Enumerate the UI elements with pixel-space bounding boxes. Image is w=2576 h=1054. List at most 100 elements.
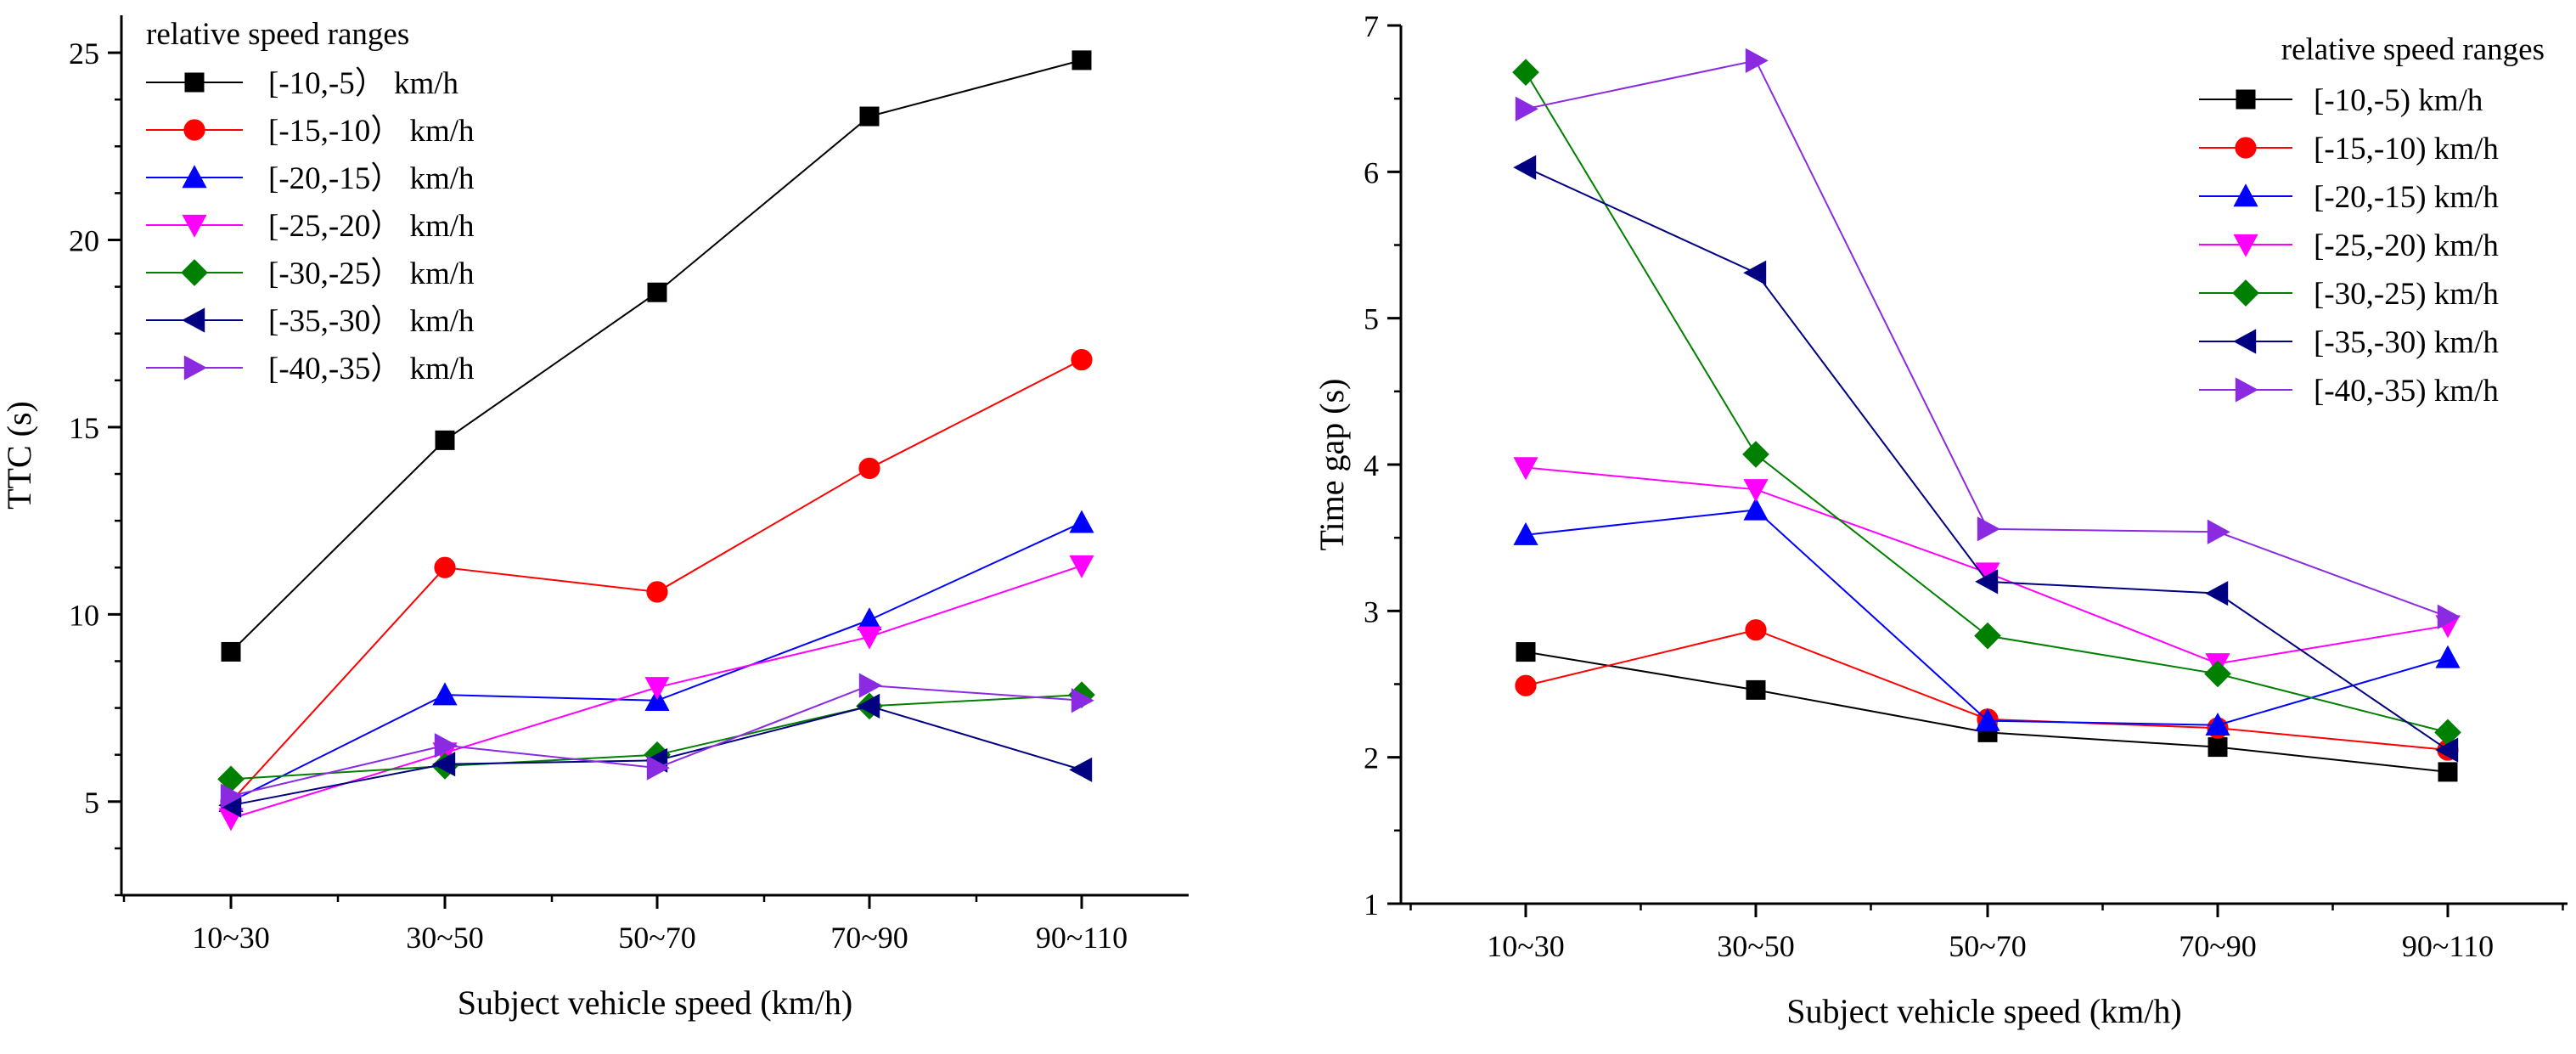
x-tick-label: 10~30 [1487, 929, 1564, 963]
data-point [858, 673, 882, 698]
data-point [1974, 622, 2001, 650]
data-point [857, 693, 880, 719]
legend-entry: [-10,-5） km/h [146, 66, 459, 101]
series-1 [1516, 642, 2458, 782]
data-point [2437, 604, 2461, 629]
data-point [221, 641, 241, 662]
x-tick-label: 30~50 [1717, 929, 1794, 963]
data-point [2207, 519, 2230, 544]
data-point [1975, 707, 2000, 731]
ttc-chart: 5 10 15 20 25 10~30 30~50 50~70 70~90 90~110 Subje… [0, 15, 1189, 1022]
legend: relative speed ranges [-10,-5） km/h [-15,-… [146, 17, 475, 386]
data-point [1069, 757, 1093, 782]
x-tick-label: 50~70 [1949, 929, 2026, 963]
data-point [1515, 96, 1538, 121]
x-tick-label: 50~70 [618, 921, 695, 955]
x-tick-label: 90~110 [1036, 921, 1128, 955]
legend-entry: [-10,-5) km/h [2199, 83, 2483, 118]
legend-label: [-10,-5） km/h [268, 66, 459, 101]
data-point [2204, 660, 2231, 688]
data-point [646, 755, 670, 781]
y-axis-title: Time gap (s) [1313, 379, 1351, 551]
data-point [2208, 737, 2228, 758]
legend-marker [2232, 279, 2259, 307]
legend-marker [182, 214, 207, 238]
data-point [1975, 569, 1999, 595]
legend-entry: [-15,-10) km/h [2199, 132, 2499, 166]
legend-marker [2235, 377, 2258, 403]
x-axis-title: Subject vehicle speed (km/h) [458, 984, 852, 1022]
data-point [432, 752, 456, 777]
legend-entry: [-30,-25) km/h [2199, 277, 2499, 312]
legend-label: [-15,-10） km/h [268, 114, 475, 149]
data-point [1513, 155, 1537, 180]
legend-entry: [-25,-20） km/h [146, 209, 475, 244]
y-tick-label: 15 [69, 411, 99, 445]
legend-label: [-35,-30） km/h [268, 304, 475, 339]
data-point [435, 430, 455, 450]
legend-marker [2233, 183, 2258, 207]
data-point [2435, 737, 2459, 763]
series-1 [221, 50, 1092, 662]
legend-marker [2236, 89, 2256, 110]
legend-label: [-20,-15） km/h [268, 161, 475, 196]
y-tick-label: 2 [1364, 741, 1379, 775]
data-point [644, 677, 670, 701]
legend-label: [-35,-30) km/h [2314, 325, 2499, 360]
data-point [647, 282, 667, 302]
y-tick-label: 25 [69, 37, 99, 70]
data-point [1071, 688, 1094, 713]
legend-label: [-25,-20） km/h [268, 209, 475, 244]
legend-marker [2233, 234, 2258, 257]
y-tick-label: 6 [1364, 155, 1379, 189]
legend-label: [-25,-20) km/h [2314, 228, 2499, 263]
series-6 [1513, 155, 2459, 763]
legend-label: [-15,-10) km/h [2314, 132, 2499, 166]
data-point [2205, 581, 2229, 606]
data-point [1746, 679, 1766, 700]
data-point [1069, 510, 1094, 533]
y-tick-label: 5 [84, 786, 99, 820]
data-point [1516, 642, 1536, 662]
data-point [1745, 619, 1767, 641]
series-line [1525, 509, 2449, 726]
data-point [1512, 59, 1539, 86]
data-point [1515, 674, 1537, 696]
series-7 [220, 673, 1094, 809]
data-point [432, 682, 458, 706]
x-tick-label: 70~90 [2179, 929, 2256, 963]
y-tick-label: 3 [1364, 595, 1379, 628]
legend-entry: [-15,-10） km/h [146, 114, 475, 149]
legend-marker [183, 119, 205, 141]
series-line [1525, 166, 2449, 751]
data-point [2205, 712, 2230, 736]
data-point [220, 783, 244, 809]
data-point [1977, 516, 2000, 542]
x-tick-label: 70~90 [830, 921, 908, 955]
legend-label: [-30,-25） km/h [268, 256, 475, 291]
series-3 [1513, 497, 2461, 736]
legend-label: [-20,-15) km/h [2314, 180, 2499, 215]
legend-marker [182, 307, 205, 333]
data-point [859, 106, 880, 127]
x-tick-label: 10~30 [192, 921, 269, 955]
legend: relative speed ranges [-10,-5) km/h [-15,-… [2199, 32, 2545, 409]
legend-entry: [-40,-35) km/h [2199, 374, 2499, 409]
data-point [646, 581, 668, 603]
data-point [1071, 50, 1092, 70]
legend-entry: [-20,-15） km/h [146, 161, 475, 196]
legend-entry: [-35,-30） km/h [146, 304, 475, 339]
x-tick-label: 90~110 [2402, 929, 2494, 963]
legend-entry: [-20,-15) km/h [2199, 180, 2499, 215]
y-tick-label: 10 [69, 598, 99, 632]
legend-title: relative speed ranges [146, 17, 409, 52]
data-point [857, 626, 882, 650]
legend-label: [-10,-5) km/h [2314, 83, 2483, 118]
data-point [1743, 260, 1767, 285]
time-gap-chart: 1 2 3 4 5 6 7 10~30 30~50 50~70 70~90 90~110 Subject… [1313, 9, 2568, 1030]
series-2 [220, 348, 1093, 813]
series-7 [1515, 48, 2461, 629]
legend-entry: [-30,-25） km/h [146, 256, 475, 291]
legend-marker [183, 355, 207, 380]
